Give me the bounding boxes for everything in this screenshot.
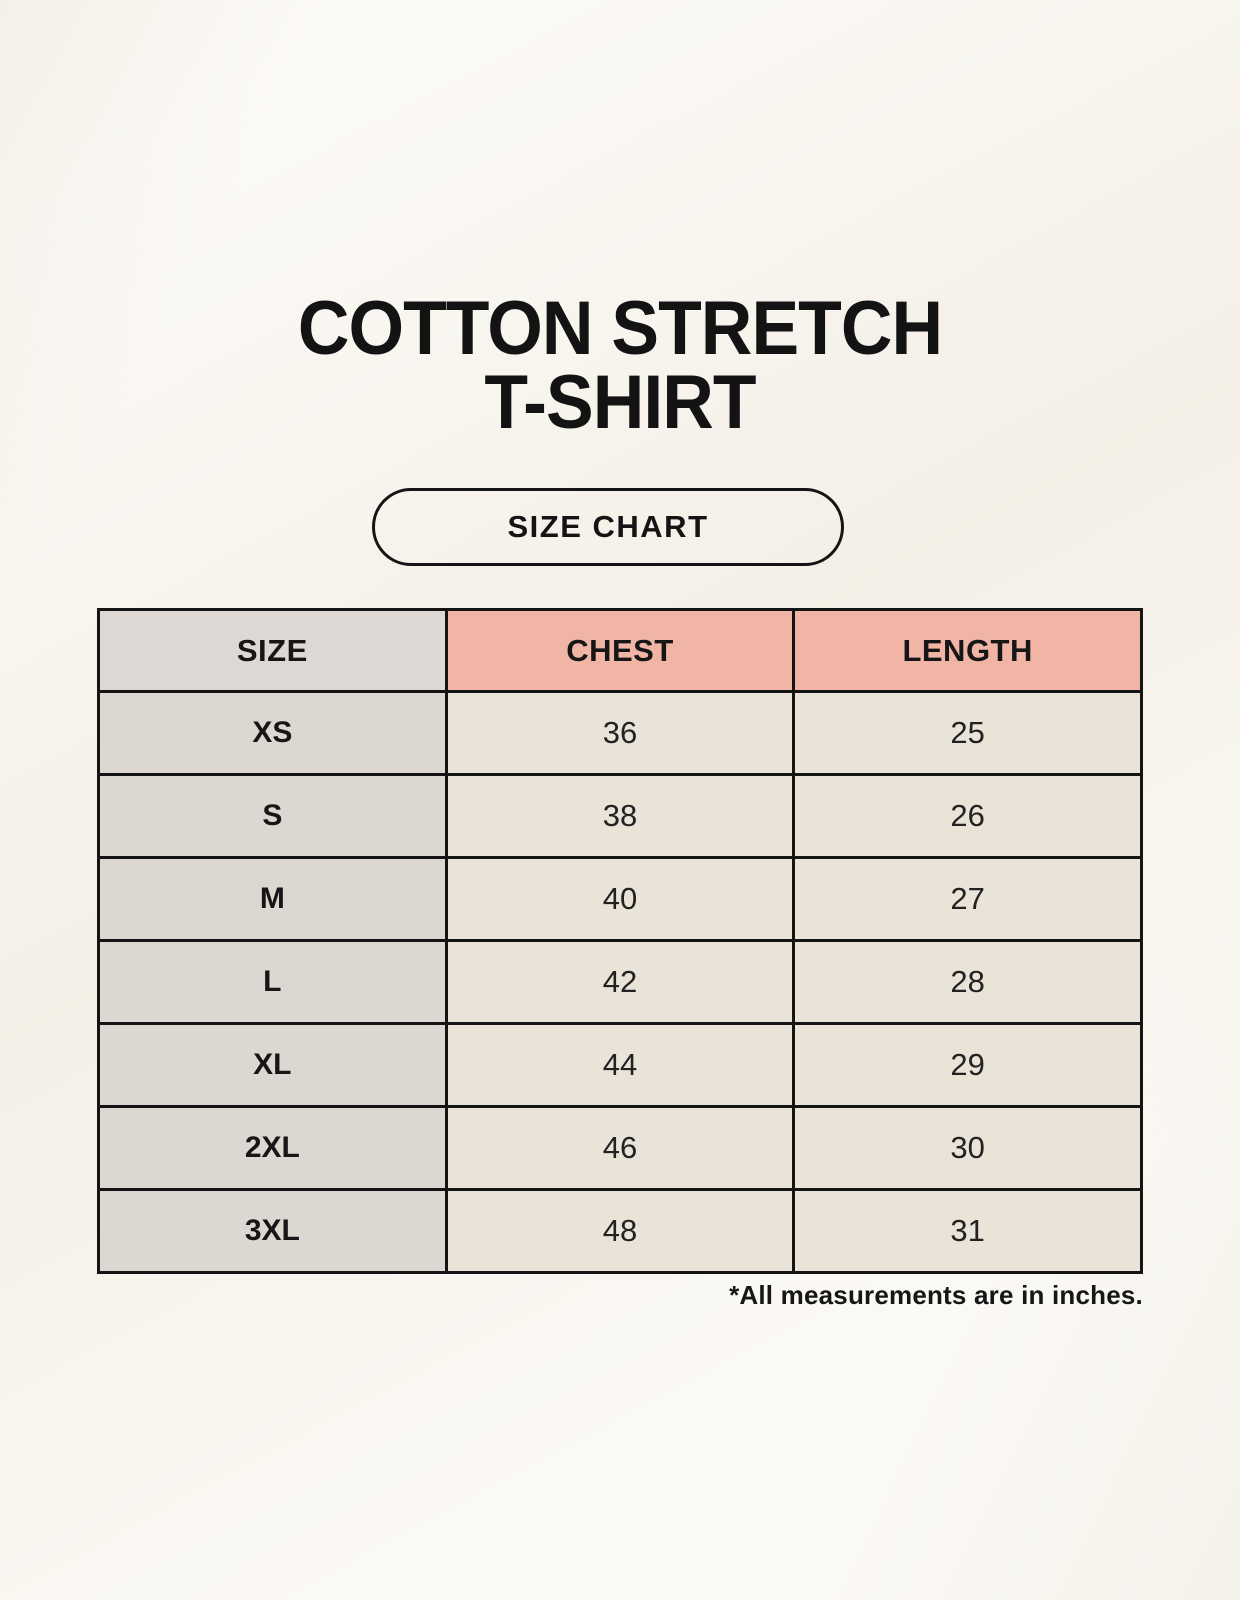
chest-cell: 36 [444,690,796,776]
length-cell: 30 [792,1105,1143,1191]
size-cell: L [97,939,448,1025]
size-cell: S [97,773,448,859]
size-cell: 3XL [97,1188,448,1274]
table-row: L 42 28 [97,939,1143,1025]
size-chart-badge-label: SIZE CHART [507,509,709,544]
length-cell: 25 [792,690,1143,776]
chest-cell: 48 [444,1188,796,1274]
size-cell: XL [97,1022,448,1108]
length-cell: 31 [792,1188,1143,1274]
page-title-line-2: T-SHIRT [484,360,756,445]
table-row: 2XL 46 30 [97,1105,1143,1191]
column-header-chest: CHEST [444,608,796,693]
length-cell: 29 [792,1022,1143,1108]
size-cell: 2XL [97,1105,448,1191]
table-header-row: SIZE CHEST LENGTH [97,608,1143,693]
size-cell: XS [97,690,448,776]
column-header-size: SIZE [97,608,448,693]
length-cell: 26 [792,773,1143,859]
chest-cell: 46 [444,1105,796,1191]
table-row: XL 44 29 [97,1022,1143,1108]
table-row: 3XL 48 31 [97,1188,1143,1274]
page-title-line-1: COTTON STRETCH [297,286,943,371]
chest-cell: 38 [444,773,796,859]
chest-cell: 40 [444,856,796,942]
size-cell: M [97,856,448,942]
size-chart-table: SIZE CHEST LENGTH XS 36 25 S 38 26 M 40 … [97,608,1143,1274]
size-chart-badge: SIZE CHART [372,488,844,566]
length-cell: 27 [792,856,1143,942]
table-row: S 38 26 [97,773,1143,859]
measurements-footnote: *All measurements are in inches. [729,1280,1143,1310]
column-header-length: LENGTH [792,608,1143,693]
table-row: M 40 27 [97,856,1143,942]
chest-cell: 44 [444,1022,796,1108]
table-row: XS 36 25 [97,690,1143,776]
length-cell: 28 [792,939,1143,1025]
chest-cell: 42 [444,939,796,1025]
page-title: COTTON STRETCH T-SHIRT [37,286,1203,445]
